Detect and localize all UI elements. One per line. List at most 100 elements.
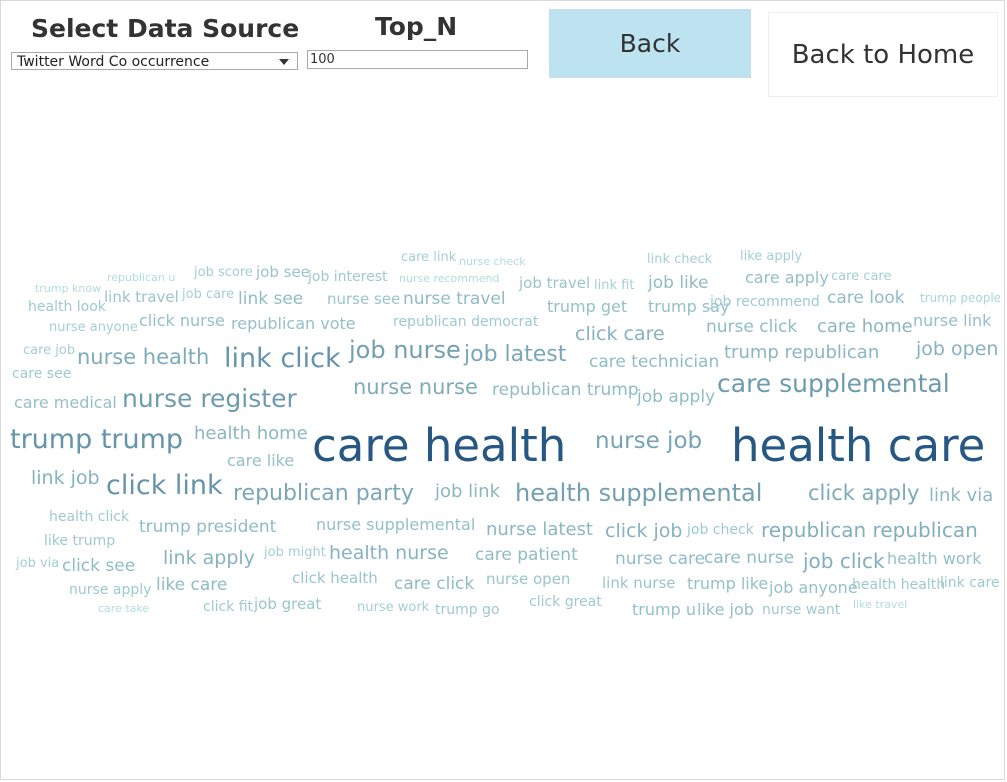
word-trump-trump: trump trump bbox=[10, 424, 183, 455]
word-republican-party: republican party bbox=[233, 481, 414, 506]
word-link-click: link click bbox=[224, 343, 341, 374]
word-job-check: job check bbox=[686, 522, 755, 538]
word-nurse-job: nurse job bbox=[595, 428, 702, 454]
word-link-job: link job bbox=[31, 467, 100, 489]
word-job-anyone: job anyone bbox=[768, 578, 858, 597]
word-nurse-register: nurse register bbox=[122, 384, 297, 413]
word-job-apply: job apply bbox=[636, 387, 715, 407]
word-nurse-health: nurse health bbox=[77, 345, 209, 369]
word-link-travel: link travel bbox=[104, 288, 179, 306]
word-trump-like: trump like bbox=[687, 574, 768, 593]
word-care-medical: care medical bbox=[14, 393, 117, 412]
word-job-great: job great bbox=[253, 595, 321, 613]
word-click-fit: click fit bbox=[203, 599, 254, 615]
word-nurse-click: nurse click bbox=[706, 317, 797, 337]
word-republican-u: republican u bbox=[107, 271, 175, 284]
word-care-supplemental: care supplemental bbox=[717, 369, 950, 398]
word-care-care: care care bbox=[831, 269, 891, 284]
word-click-link: click link bbox=[106, 470, 223, 501]
word-like-trump: like trump bbox=[44, 533, 115, 549]
word-nurse-work: nurse work bbox=[357, 600, 430, 615]
word-republican-vote: republican vote bbox=[231, 314, 356, 333]
word-link-fit: link fit bbox=[594, 278, 634, 293]
word-nurse-anyone: nurse anyone bbox=[49, 320, 138, 335]
word-care-nurse: care nurse bbox=[704, 548, 794, 568]
data-source-dropdown[interactable]: Twitter Word Co occurrence bbox=[11, 52, 298, 70]
word-job-score: job score bbox=[193, 265, 253, 280]
word-health-nurse: health nurse bbox=[329, 542, 449, 564]
word-trump-get: trump get bbox=[547, 297, 627, 316]
word-care-job: care job bbox=[23, 343, 75, 358]
back-to-home-button[interactable]: Back to Home bbox=[768, 12, 998, 97]
word-link-check: link check bbox=[647, 252, 713, 267]
word-link-via: link via bbox=[929, 485, 993, 506]
word-nurse-care: nurse care bbox=[615, 549, 705, 569]
back-button[interactable]: Back bbox=[549, 9, 751, 78]
word-nurse-supplemental: nurse supplemental bbox=[316, 515, 475, 534]
word-trump-know: trump know bbox=[35, 282, 101, 295]
word-job-might: job might bbox=[263, 545, 326, 560]
word-job-recommend: job recommend bbox=[709, 294, 820, 310]
word-care-take: care take bbox=[98, 602, 149, 615]
word-link-see: link see bbox=[238, 289, 303, 309]
word-like-travel: like travel bbox=[853, 598, 907, 611]
word-nurse-travel: nurse travel bbox=[403, 289, 506, 309]
word-health-supplemental: health supplemental bbox=[515, 479, 762, 507]
word-nurse-nurse: nurse nurse bbox=[353, 375, 478, 399]
word-nurse-check: nurse check bbox=[459, 255, 526, 268]
word-like-job: like job bbox=[697, 600, 754, 619]
word-click-health: click health bbox=[292, 569, 378, 587]
word-health-health: health health bbox=[852, 577, 945, 593]
word-health-home: health home bbox=[194, 423, 308, 444]
word-trump-go: trump go bbox=[435, 602, 500, 618]
word-job-link: job link bbox=[434, 481, 501, 502]
word-care-apply: care apply bbox=[745, 268, 829, 287]
word-care-click: care click bbox=[394, 574, 474, 594]
word-care-link: care link bbox=[401, 250, 457, 265]
word-job-see: job see bbox=[255, 263, 310, 281]
word-care-like: care like bbox=[227, 451, 294, 470]
word-job-click: job click bbox=[802, 549, 885, 573]
word-trump-republican: trump republican bbox=[724, 342, 879, 363]
word-nurse-apply: nurse apply bbox=[69, 582, 151, 598]
word-trump-president: trump president bbox=[139, 517, 277, 537]
word-link-nurse: link nurse bbox=[602, 574, 676, 592]
word-like-care: like care bbox=[156, 575, 227, 595]
back-button-label: Back bbox=[619, 29, 681, 58]
word-republican-trump: republican trump bbox=[492, 380, 639, 400]
word-care-see: care see bbox=[12, 366, 71, 382]
word-job-open: job open bbox=[915, 338, 998, 360]
word-nurse-see: nurse see bbox=[327, 290, 400, 308]
word-trump-say: trump say bbox=[648, 297, 729, 316]
chevron-down-icon[interactable] bbox=[279, 59, 289, 65]
word-republican-democrat: republican democrat bbox=[393, 314, 539, 330]
word-click-job: click job bbox=[605, 520, 682, 542]
word-health-work: health work bbox=[887, 549, 982, 568]
word-click-great: click great bbox=[529, 594, 602, 610]
word-nurse-link: nurse link bbox=[913, 311, 992, 330]
word-job-via: job via bbox=[15, 556, 59, 571]
word-link-care: link care bbox=[940, 575, 1000, 591]
word-click-see: click see bbox=[62, 556, 135, 576]
word-nurse-open: nurse open bbox=[486, 570, 570, 588]
select-data-source-label: Select Data Source bbox=[31, 14, 300, 43]
word-nurse-recommend: nurse recommend bbox=[399, 272, 499, 285]
word-click-nurse: click nurse bbox=[139, 311, 225, 330]
word-job-like: job like bbox=[647, 273, 708, 293]
word-job-nurse: job nurse bbox=[348, 336, 461, 364]
top-n-label: Top_N bbox=[375, 12, 458, 41]
word-nurse-want: nurse want bbox=[762, 602, 841, 618]
word-health-look: health look bbox=[28, 299, 107, 315]
word-job-travel: job travel bbox=[518, 274, 590, 292]
word-care-health: care health bbox=[312, 419, 566, 472]
word-health-care: health care bbox=[731, 419, 985, 472]
word-job-interest: job interest bbox=[307, 269, 388, 285]
word-job-care: job care bbox=[181, 287, 234, 302]
word-care-home: care home bbox=[817, 316, 913, 337]
back-to-home-button-label: Back to Home bbox=[791, 39, 975, 70]
top-n-input[interactable] bbox=[307, 50, 528, 69]
word-care-technician: care technician bbox=[589, 352, 719, 372]
word-trump-u: trump u bbox=[632, 600, 696, 619]
word-job-latest: job latest bbox=[463, 342, 567, 367]
